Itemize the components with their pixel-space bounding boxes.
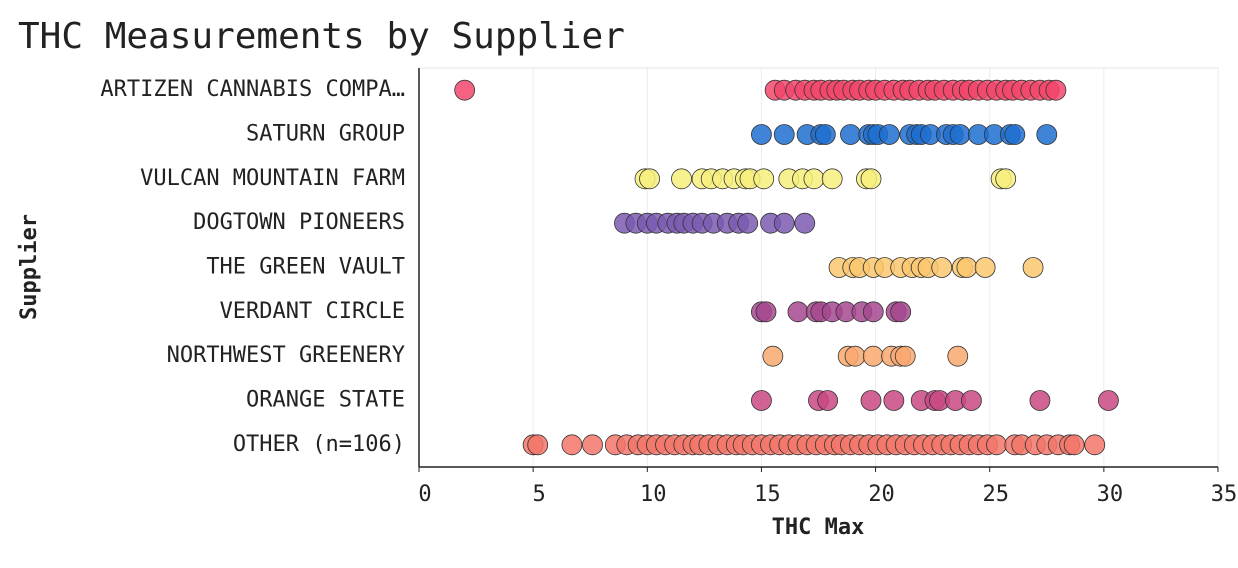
y-tick-label: VULCAN MOUNTAIN FARM (140, 166, 405, 191)
point (840, 124, 861, 145)
point (860, 168, 882, 190)
point (862, 301, 884, 323)
point (751, 390, 772, 411)
y-tick-label: VERDANT CIRCLE (220, 299, 405, 324)
point (890, 301, 912, 323)
point (1084, 434, 1106, 456)
point (817, 390, 839, 411)
point (844, 345, 866, 367)
point (1022, 257, 1044, 278)
point (1004, 124, 1026, 145)
point (860, 390, 882, 411)
point (787, 301, 809, 323)
point (773, 212, 795, 234)
y-tick-label: OTHER (n=106) (233, 432, 405, 457)
point (762, 345, 784, 367)
point (862, 345, 884, 367)
point (803, 168, 825, 190)
point (1036, 124, 1058, 145)
x-axis-label: THC Max (772, 515, 865, 540)
y-tick-label: NORTHWEST GREENERY (167, 343, 405, 368)
point (1063, 434, 1085, 456)
point (454, 79, 476, 101)
y-axis-label: Supplier (17, 214, 42, 320)
point (1098, 390, 1119, 411)
point (949, 124, 971, 145)
point (821, 168, 843, 190)
point (1029, 390, 1051, 411)
point (582, 434, 603, 456)
point (671, 168, 692, 190)
x-tick-label: 30 (1097, 482, 1124, 507)
point (561, 434, 583, 456)
y-tick-label: DOGTOWN PIONEERS (193, 210, 405, 235)
x-tick-label: 35 (1211, 482, 1238, 507)
point (894, 345, 916, 367)
point (814, 124, 836, 145)
point (1045, 79, 1067, 101)
y-tick-label: ORANGE STATE (246, 388, 405, 413)
point (753, 168, 775, 190)
point (878, 124, 900, 145)
x-tick-label: 15 (754, 482, 781, 507)
point (751, 124, 772, 145)
y-tick-label: SATURN GROUP (246, 122, 405, 147)
point (883, 390, 905, 411)
point (956, 257, 978, 278)
point (974, 257, 996, 278)
point (794, 212, 816, 234)
x-tick-label: 10 (640, 482, 667, 507)
point (527, 434, 549, 456)
x-tick-label: 0 (418, 482, 431, 507)
x-tick-label: 5 (533, 482, 546, 507)
point (986, 434, 1007, 456)
chart-title: THC Measurements by Supplier (18, 16, 625, 57)
y-tick-label: ARTIZEN CANNABIS COMPA… (100, 77, 405, 102)
point (947, 345, 969, 367)
point (931, 257, 953, 278)
x-tick-label: 20 (868, 482, 895, 507)
point (737, 212, 759, 234)
point (755, 301, 777, 323)
point (995, 168, 1017, 190)
point (773, 124, 795, 145)
y-tick-label: THE GREEN VAULT (206, 255, 405, 280)
point (639, 168, 660, 190)
point (961, 390, 982, 411)
x-tick-label: 25 (982, 482, 1009, 507)
